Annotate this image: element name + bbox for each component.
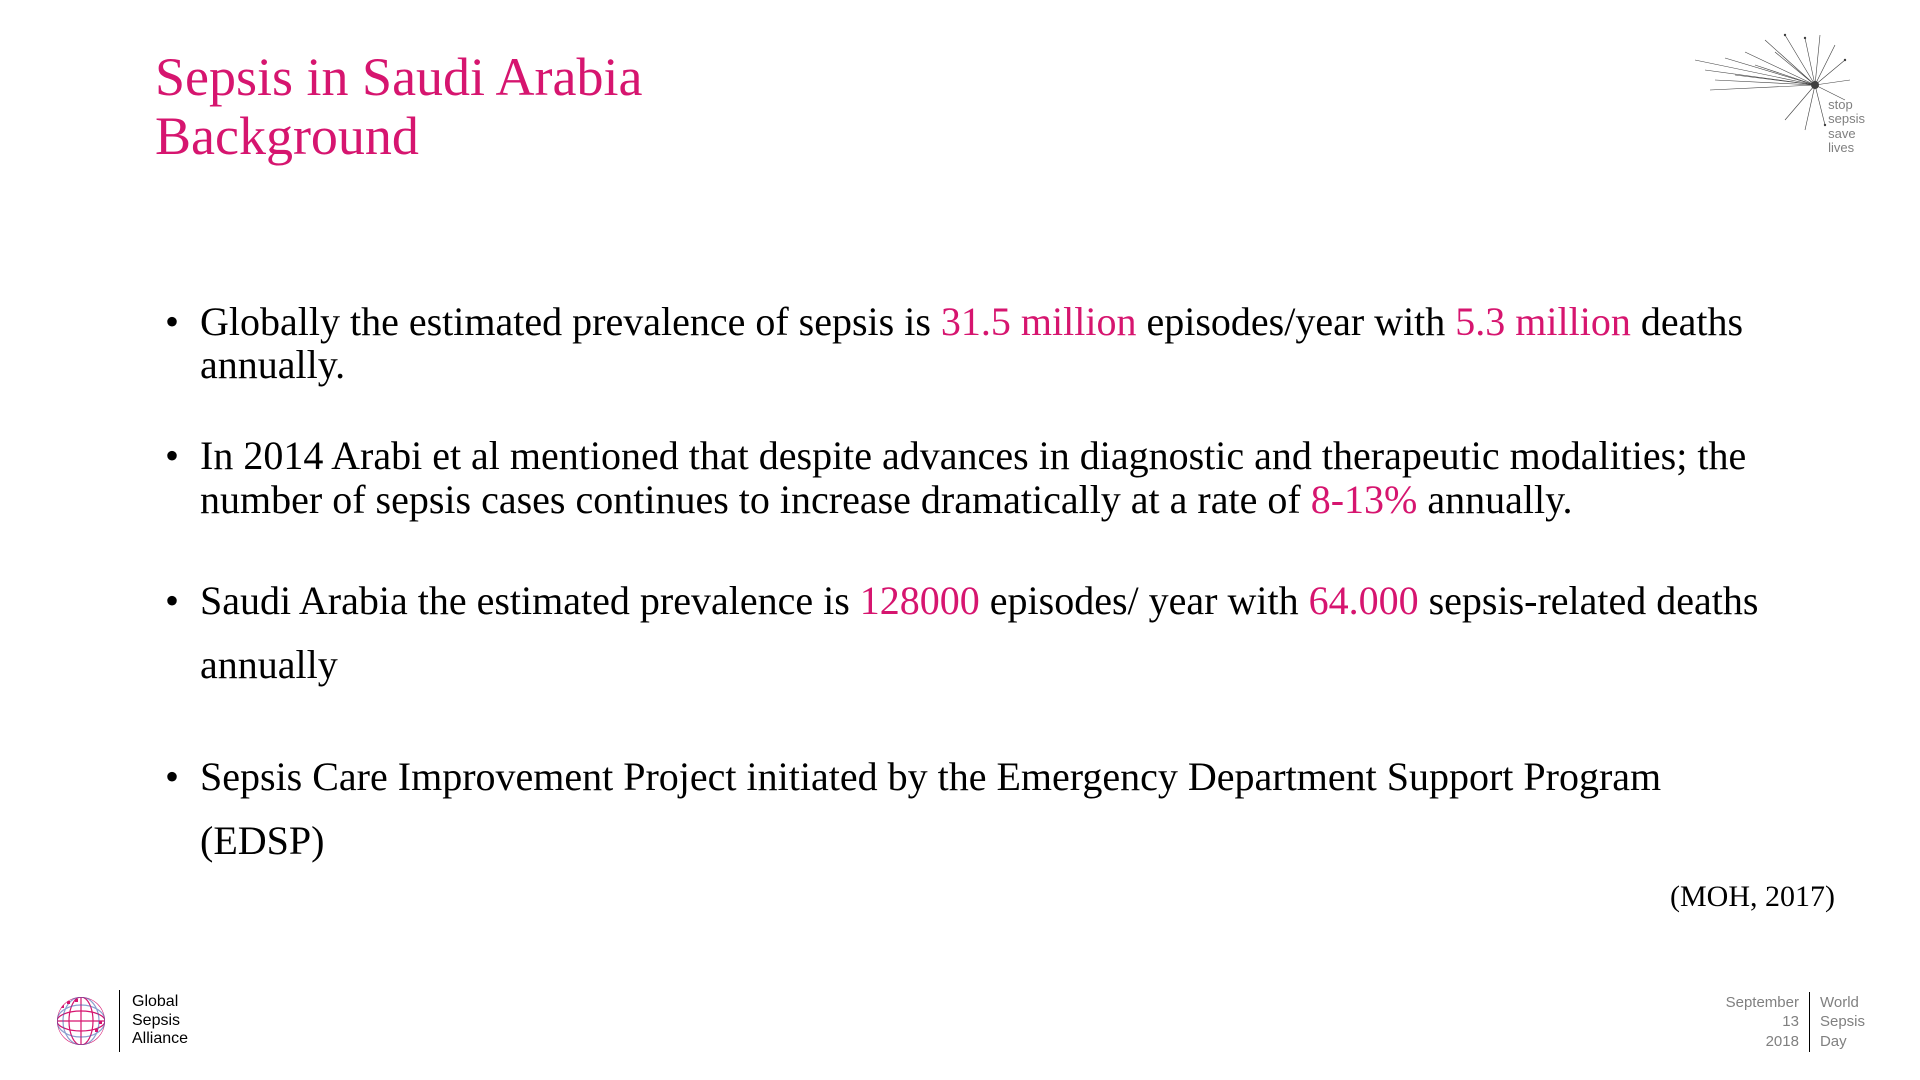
event-text: Sepsis: [1820, 1012, 1865, 1032]
bullet-highlight: 31.5 million: [941, 299, 1137, 344]
bullet-list: Globally the estimated prevalence of sep…: [155, 300, 1775, 921]
bullet-item: In 2014 Arabi et al mentioned that despi…: [155, 434, 1775, 520]
date-text: 13: [1726, 1012, 1799, 1032]
bullet-highlight: 8-13%: [1311, 477, 1418, 522]
bullet-text: Globally the estimated prevalence of sep…: [200, 299, 941, 344]
stop-sepsis-logo: stop sepsis save lives: [1685, 30, 1865, 140]
bullet-text: episodes/ year with: [980, 578, 1309, 623]
logo-text-line: Alliance: [132, 1030, 188, 1048]
bullet-item: Saudi Arabia the estimated prevalence is…: [155, 569, 1775, 697]
logo-text-line: stop: [1828, 98, 1865, 112]
gsa-logo-text: Global Sepsis Alliance: [132, 993, 188, 1048]
bullet-text: Sepsis Care Improvement Project initiate…: [200, 754, 1661, 863]
date-block: September 13 2018: [1726, 993, 1799, 1052]
event-text: Day: [1820, 1032, 1865, 1052]
bullet-text: Saudi Arabia the estimated prevalence is: [200, 578, 860, 623]
bullet-item: Sepsis Care Improvement Project initiate…: [155, 745, 1775, 873]
event-block: World Sepsis Day: [1820, 993, 1865, 1052]
bullet-text: episodes/year with: [1136, 299, 1455, 344]
bullet-text: annually.: [1417, 477, 1572, 522]
logo-text-line: save: [1828, 127, 1865, 141]
logo-text-line: lives: [1828, 141, 1865, 155]
bullet-highlight: 5.3 million: [1455, 299, 1631, 344]
divider: [119, 990, 120, 1052]
slide-title: Sepsis in Saudi Arabia Background: [155, 48, 642, 167]
global-sepsis-alliance-logo: Global Sepsis Alliance: [55, 990, 188, 1052]
event-text: World: [1820, 993, 1865, 1013]
logo-text-line: sepsis: [1828, 112, 1865, 126]
title-line-1: Sepsis in Saudi Arabia: [155, 47, 642, 107]
stop-sepsis-logo-text: stop sepsis save lives: [1828, 98, 1865, 155]
bullet-highlight: 64.000: [1309, 578, 1419, 623]
citation-text: (MOH, 2017): [1670, 880, 1835, 914]
logo-text-line: Sepsis: [132, 1012, 188, 1030]
date-text: 2018: [1726, 1032, 1799, 1052]
world-sepsis-day-mark: September 13 2018 World Sepsis Day: [1726, 992, 1865, 1052]
bullet-highlight: 128000: [860, 578, 980, 623]
title-line-2: Background: [155, 106, 419, 166]
divider: [1809, 992, 1810, 1052]
bullet-item: Globally the estimated prevalence of sep…: [155, 300, 1775, 386]
globe-icon: [55, 995, 107, 1047]
logo-text-line: Global: [132, 993, 188, 1011]
date-text: September: [1726, 993, 1799, 1013]
